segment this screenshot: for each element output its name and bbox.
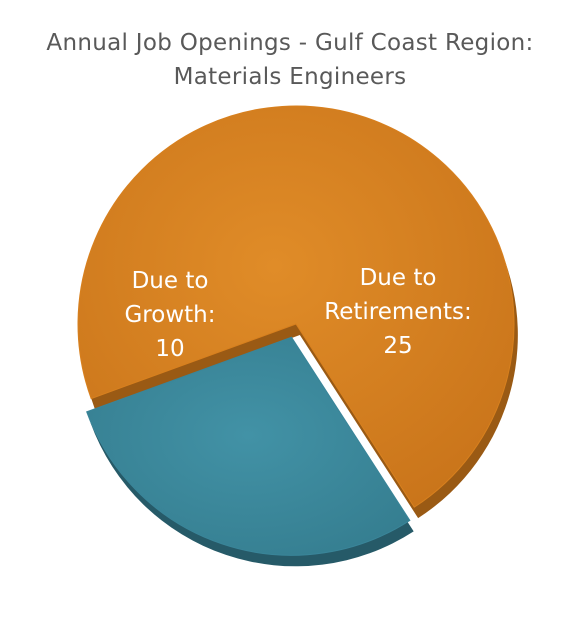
data-label-line: Retirements: bbox=[324, 299, 472, 325]
data-label-line: Due to bbox=[360, 265, 437, 291]
label-layer: Due to Retirements: 25 Due to Growth: 10 bbox=[124, 265, 471, 362]
chart-title-line-1: Annual Job Openings - Gulf Coast Region: bbox=[46, 30, 534, 56]
data-label-value: 25 bbox=[383, 333, 412, 359]
data-label-line: Growth: bbox=[124, 302, 215, 328]
data-label-value: 10 bbox=[155, 336, 184, 362]
data-label-line: Due to bbox=[132, 268, 209, 294]
chart-title-line-2: Materials Engineers bbox=[173, 64, 407, 90]
pie-slice-due-to-retirements bbox=[77, 105, 515, 508]
slice-layer bbox=[77, 105, 518, 567]
pie-slice-label-due-to-retirements: Due to Retirements: 25 bbox=[324, 265, 472, 359]
pie-slice-due-to-growth bbox=[86, 336, 411, 556]
chart-title: Annual Job Openings - Gulf Coast Region:… bbox=[0, 26, 580, 94]
pie-slice-label-due-to-growth: Due to Growth: 10 bbox=[124, 268, 215, 362]
